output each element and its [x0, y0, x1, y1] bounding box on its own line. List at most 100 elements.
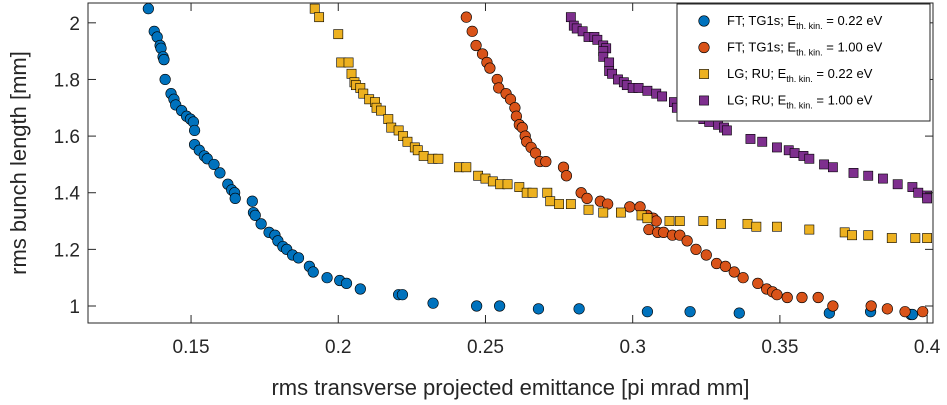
data-point	[542, 187, 553, 198]
data-point	[650, 215, 662, 227]
data-point	[484, 62, 496, 74]
data-point	[159, 73, 171, 86]
data-point	[863, 230, 874, 241]
legend-entry-label: LG; RU; Eth. kin. = 0.22 eV	[727, 66, 873, 84]
data-point	[466, 25, 478, 37]
data-point	[229, 192, 241, 204]
data-point	[418, 151, 429, 161]
data-point	[616, 207, 626, 218]
data-point	[470, 39, 482, 52]
axes: 0.15 0.2 0.25 0.3 0.35 0.4 1 1.2 1.4 1.6 1.8 2 rms t…	[6, 2, 941, 400]
data-point	[565, 199, 576, 209]
data-point	[863, 170, 874, 181]
data-point	[433, 153, 444, 164]
data-point	[657, 91, 668, 102]
data-point	[878, 173, 888, 184]
x-tick-label: 0.25	[467, 337, 504, 358]
data-point	[892, 179, 903, 190]
data-point	[922, 233, 933, 243]
data-point	[742, 218, 753, 229]
data-point	[396, 289, 409, 301]
y-tick-label: 1.2	[54, 240, 80, 261]
legend-entry-label: FT; TG1s; Eth. kin. = 0.22 eV	[727, 13, 883, 31]
data-point	[781, 291, 793, 304]
y-axis-label: rms bunch length [mm]	[6, 51, 31, 275]
data-point	[772, 221, 782, 232]
data-point	[737, 272, 749, 284]
data-point	[641, 306, 654, 318]
data-point	[598, 51, 609, 62]
y-tick-label: 1.6	[54, 127, 80, 148]
x-tick-label: 0.2	[325, 337, 351, 358]
data-point	[698, 216, 709, 226]
data-point	[789, 148, 800, 158]
legend-marker	[698, 15, 710, 27]
data-point	[383, 114, 394, 125]
x-tick-label: 0.4	[914, 337, 941, 358]
data-point	[733, 307, 745, 319]
data-point	[796, 291, 808, 304]
data-point	[719, 260, 732, 272]
data-point	[607, 68, 617, 79]
data-point	[358, 88, 369, 99]
x-tick-label: 0.3	[619, 337, 645, 358]
data-point	[745, 134, 756, 144]
data-point	[865, 300, 877, 312]
data-point	[354, 283, 366, 295]
data-point	[255, 218, 267, 230]
data-point	[343, 57, 354, 68]
data-point	[684, 306, 696, 318]
data-point	[598, 207, 609, 218]
data-point	[461, 162, 472, 173]
data-point	[827, 300, 839, 312]
data-point	[309, 3, 320, 14]
data-point	[581, 192, 593, 204]
data-point	[307, 266, 319, 278]
data-point	[804, 153, 815, 164]
legend-entry-label: LG; RU; Eth. kin. = 1.00 eV	[727, 93, 873, 111]
data-point	[886, 233, 897, 243]
data-point	[716, 218, 726, 229]
data-point	[346, 68, 357, 79]
y-tick-label: 2	[69, 14, 80, 35]
data-point	[771, 289, 783, 301]
data-point	[208, 158, 220, 171]
series-3	[565, 12, 933, 204]
data-point	[554, 199, 564, 209]
data-point	[583, 204, 594, 215]
data-point	[907, 182, 918, 192]
data-point	[340, 277, 353, 289]
data-point	[751, 221, 762, 232]
data-point	[604, 57, 615, 68]
data-point	[577, 26, 588, 37]
data-point	[460, 11, 472, 23]
data-point	[642, 213, 653, 224]
data-point	[847, 230, 857, 241]
data-point	[188, 124, 201, 137]
data-point	[899, 306, 911, 318]
data-point	[690, 243, 702, 255]
data-point	[573, 303, 585, 315]
x-tick-label: 0.15	[173, 337, 210, 358]
data-point	[681, 235, 693, 247]
data-point	[752, 277, 764, 289]
data-point	[527, 187, 538, 198]
data-point	[246, 195, 258, 207]
data-point	[624, 201, 636, 213]
legend-marker	[699, 69, 709, 79]
data-point	[827, 162, 838, 173]
y-tick-label: 1.8	[54, 70, 80, 91]
data-point	[812, 291, 824, 304]
axes-box	[87, 2, 934, 324]
data-point	[471, 300, 483, 312]
legend: FT; TG1s; Eth. kin. = 0.22 eV FT; TG1s; E…	[676, 3, 931, 122]
data-point	[158, 54, 170, 66]
data-point	[427, 297, 439, 309]
data-point	[314, 12, 325, 23]
data-point	[722, 125, 732, 136]
data-point	[545, 196, 556, 207]
legend-marker	[698, 41, 710, 54]
data-point	[913, 187, 924, 198]
data-point	[540, 155, 552, 168]
